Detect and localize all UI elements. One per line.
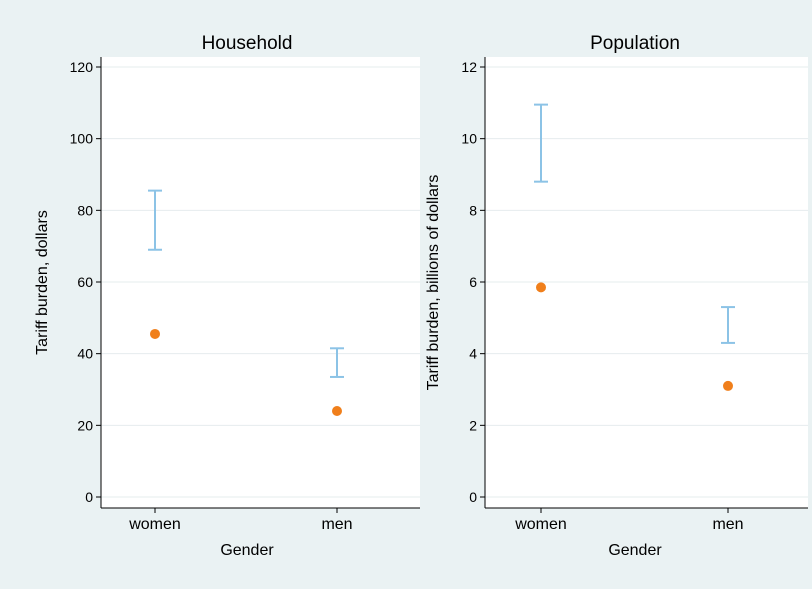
y-tick-label: 100 <box>70 131 94 147</box>
y-tick-label: 6 <box>469 274 477 290</box>
panel-0: 0 20 40 60 80 100 120 women men Household Gender Ta… <box>34 33 420 559</box>
y-tick-label: 40 <box>77 346 93 362</box>
x-tick-label: men <box>712 516 743 533</box>
data-point <box>150 328 160 339</box>
range-bar <box>330 347 344 378</box>
panel-title: Population <box>590 33 680 54</box>
range-bar <box>721 306 735 344</box>
x-axis-label: Gender <box>220 542 274 559</box>
y-tick-label: 0 <box>469 489 477 505</box>
data-point <box>723 380 733 391</box>
y-tick-label: 80 <box>77 202 93 218</box>
x-tick-label: men <box>321 516 352 533</box>
data-point <box>536 282 546 293</box>
panel-title: Household <box>202 33 293 54</box>
y-tick-label: 12 <box>461 59 477 75</box>
y-tick-label: 8 <box>469 202 477 218</box>
x-axis-label: Gender <box>608 542 662 559</box>
y-axis-label: Tariff burden, dollars <box>34 210 51 355</box>
y-tick-label: 120 <box>70 59 94 75</box>
panel-1: 0 2 4 6 8 10 12 women men Population Gender Tariff … <box>425 33 808 559</box>
y-tick-label: 10 <box>461 131 477 147</box>
y-tick-label: 4 <box>469 346 477 362</box>
y-tick-label: 20 <box>77 417 93 433</box>
data-point <box>332 406 342 416</box>
y-tick-label: 0 <box>85 489 93 505</box>
y-axis-label: Tariff burden, billions of dollars <box>425 175 442 391</box>
y-tick-label: 2 <box>469 417 477 433</box>
x-tick-label: women <box>514 516 567 533</box>
y-tick-label: 60 <box>77 274 93 290</box>
range-bar <box>534 103 548 183</box>
range-bar <box>148 189 162 251</box>
x-tick-label: women <box>128 516 181 533</box>
